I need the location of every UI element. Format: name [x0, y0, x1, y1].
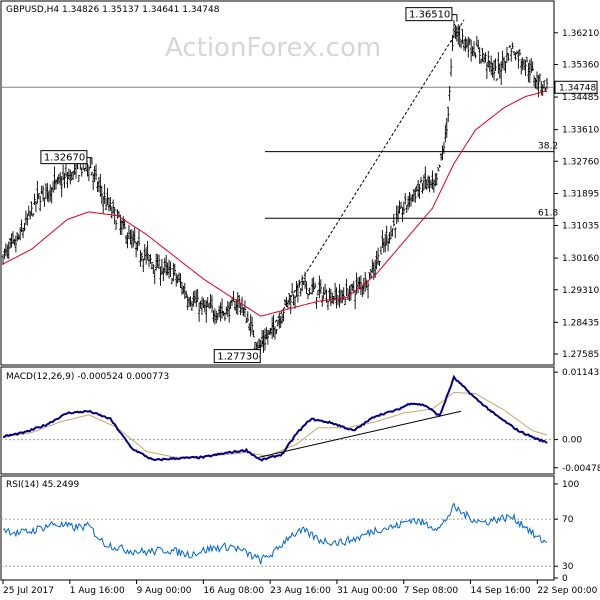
rsi-axis-tick-label: 0 [562, 574, 568, 584]
x-axis-tick-label: 23 Aug 16:00 [270, 586, 331, 596]
price-axis-tick-label: 1.35360 [562, 60, 599, 70]
macd-label: MACD(12,26,9) -0.000524 0.000773 [6, 372, 169, 382]
fib-label: 38.2 [538, 142, 558, 152]
x-axis-tick-label: 9 Aug 00:00 [137, 586, 192, 596]
x-axis-tick-label: 16 Aug 08:00 [203, 586, 264, 596]
symbol-label: GBPUSD,H4 [6, 5, 59, 15]
rsi-line [2, 502, 548, 565]
ohlc-label: 1.34826 1.35137 1.34641 1.34748 [62, 5, 220, 15]
price-axis-tick-label: 1.32760 [562, 157, 599, 167]
macd-axis-tick-label: -0.004782 [562, 464, 600, 474]
macd-panel-frame [0, 366, 555, 475]
price-axis-tick-label: 1.31035 [562, 222, 599, 232]
rsi-label: RSI(14) 45.2499 [6, 480, 79, 490]
macd-layer [1, 374, 554, 462]
moving-average-line [2, 90, 548, 317]
macd-axis-tick-label: 0.011437 [562, 368, 600, 378]
current-price-box [554, 80, 598, 94]
rsi-axis-tick-label: 70 [562, 515, 574, 525]
fib-label: 61.8 [538, 208, 558, 218]
price-annotation-label: 1.36510 [409, 10, 450, 21]
rsi-panel-frame [0, 475, 555, 581]
price-panel-frame [0, 0, 555, 366]
x-axis-tick-label: 7 Sep 08:00 [404, 586, 459, 596]
price-axis-tick-label: 1.33610 [562, 126, 599, 136]
price-annotation-label: 1.27730 [217, 352, 258, 363]
rsi-layer [1, 502, 554, 567]
x-axis-tick-label: 14 Sep 16:00 [471, 586, 531, 596]
rsi-axis-tick-label: 30 [562, 562, 574, 572]
watermark: ActionForex.com [165, 33, 381, 63]
x-axis-tick-label: 31 Aug 00:00 [337, 586, 398, 596]
macd-trend-line [259, 410, 462, 458]
x-axis-tick-label: 22 Sep 00:00 [537, 586, 597, 596]
price-layer: 38.2 61.8 1.32670 1.27730 1.36510 [1, 7, 558, 364]
x-axis-tick-label: 1 Aug 16:00 [70, 586, 125, 596]
price-axis-tick-label: 1.30160 [562, 254, 599, 264]
price-axis-tick-label: 1.34485 [562, 93, 599, 103]
current-price-label: 1.34748 [559, 83, 596, 93]
price-axis-tick-label: 1.31895 [562, 189, 599, 199]
price-axis-tick-label: 1.28435 [562, 318, 599, 328]
price-axis-tick-label: 1.29310 [562, 286, 599, 296]
trend-line-dashed [258, 19, 465, 349]
price-axis-tick-label: 1.36210 [562, 29, 599, 39]
macd-axis-tick-label: 0.00 [562, 436, 582, 446]
rsi-axis-tick-label: 100 [562, 480, 579, 490]
axis-layer: 1.36210 1.35360 1.34485 1.33610 1.32760 1.318… [2, 29, 600, 596]
x-axis-tick-label: 25 Jul 2017 [3, 586, 54, 596]
macd-line [2, 374, 548, 462]
price-annotation-label: 1.32670 [44, 153, 85, 164]
macd-signal-line [2, 391, 548, 458]
price-axis-tick-label: 1.27585 [562, 350, 599, 360]
